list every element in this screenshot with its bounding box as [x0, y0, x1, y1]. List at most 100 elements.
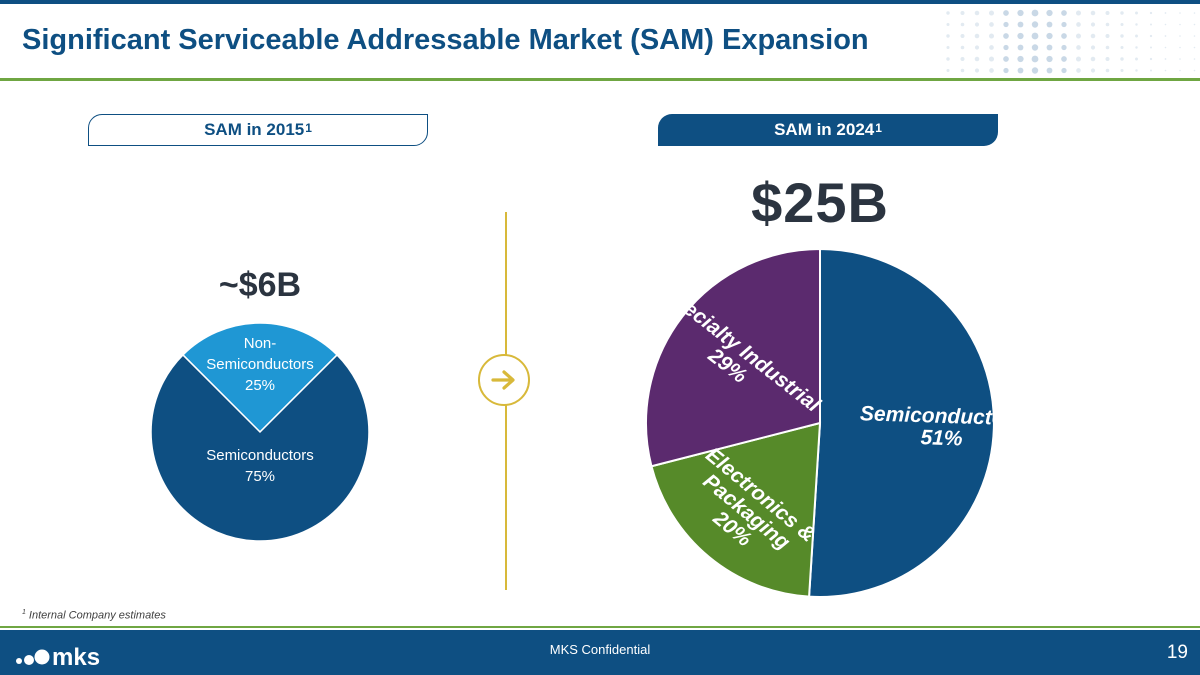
top-accent-bar [0, 0, 1200, 4]
decorative-dot [1076, 68, 1081, 73]
decorative-dot [1046, 67, 1053, 74]
decorative-dot [1105, 57, 1110, 61]
decorative-dot [1179, 23, 1181, 26]
decorative-dot [1105, 68, 1110, 73]
decorative-dot-pattern [946, 9, 1196, 74]
decorative-dot [960, 68, 965, 73]
decorative-dot [974, 33, 980, 39]
sam-2024-title: SAM in 2024 [774, 120, 875, 139]
decorative-dot [974, 68, 980, 73]
decorative-dot [1031, 32, 1039, 40]
decorative-dot [1149, 34, 1153, 38]
sam-2024-header: SAM in 2024 1 [658, 114, 998, 146]
decorative-dot [1017, 44, 1024, 51]
decorative-dot [1120, 11, 1124, 15]
category-label-semiconductors: Semiconductors [206, 447, 314, 464]
decorative-dot [1179, 58, 1181, 60]
decorative-dot [1046, 21, 1053, 28]
page-number: 19 [1166, 642, 1188, 663]
footer-divider [0, 626, 1200, 628]
decorative-dot [1135, 23, 1138, 26]
decorative-dot [1061, 10, 1067, 16]
footer-bar [0, 630, 1200, 675]
decorative-dot [1193, 12, 1196, 14]
decorative-dot [974, 45, 980, 50]
sam-2015-footnote-ref: 1 [305, 121, 312, 135]
decorative-dot [1061, 21, 1067, 28]
decorative-dot [1003, 33, 1009, 39]
decorative-dot [1193, 46, 1196, 49]
decorative-dot [946, 45, 950, 50]
decorative-dot [1046, 9, 1053, 17]
decorative-dot [1135, 57, 1138, 61]
decorative-dot [1003, 56, 1009, 62]
decorative-dot [1061, 44, 1067, 51]
decorative-dot [989, 45, 994, 50]
decorative-dot [1090, 56, 1096, 62]
decorative-dot [1061, 56, 1067, 62]
sam-2015-total: ~$6B [218, 266, 302, 304]
decorative-dot [1135, 11, 1138, 15]
decorative-dot [1135, 34, 1138, 38]
decorative-dot [1090, 45, 1096, 50]
decorative-dot [1090, 22, 1096, 27]
decorative-dot [946, 22, 950, 27]
decorative-dot [1003, 21, 1009, 28]
slide-title: Significant Serviceable Addressable Mark… [22, 24, 869, 56]
sam-2024-total: $25B [751, 171, 889, 234]
mks-logo: mks [16, 644, 100, 670]
category-label-semiconductors: Semiconductors [860, 402, 1000, 430]
value-label-semiconductors: 51% [920, 426, 963, 450]
decorative-dot [1003, 10, 1009, 16]
decorative-dot [1105, 11, 1110, 15]
sam-2024-footnote-ref: 1 [875, 121, 882, 135]
footnote-marker: 1 [22, 609, 26, 616]
sam-2015-pie-chart: Non- Semiconductors 25% Semiconductors 75% [150, 322, 370, 542]
confidential-label: MKS Confidential [549, 642, 651, 657]
decorative-dot [1164, 12, 1167, 14]
decorative-dot [1046, 44, 1053, 51]
decorative-dot [1031, 21, 1039, 28]
decorative-dot [960, 45, 965, 50]
decorative-dot [946, 57, 950, 61]
arrow-right-glyph [491, 370, 515, 390]
decorative-dot [1031, 9, 1039, 17]
footnote: 1 Internal Company estimates [22, 609, 166, 622]
decorative-dot [989, 68, 994, 73]
decorative-dot [1193, 23, 1196, 26]
decorative-dot [1164, 35, 1167, 37]
decorative-dot [1061, 33, 1067, 39]
decorative-dot [1120, 34, 1124, 38]
decorative-dot [1193, 58, 1196, 60]
decorative-dot [1179, 46, 1181, 49]
category-label-non-semiconductors: Semiconductors [206, 356, 314, 373]
decorative-dot [1017, 55, 1024, 63]
slice-specialty-industrial [645, 247, 821, 468]
decorative-dot [974, 56, 980, 62]
decorative-dot [1164, 69, 1167, 72]
decorative-dot [1075, 56, 1082, 62]
decorative-dot [1120, 45, 1124, 50]
decorative-dot [1061, 67, 1067, 74]
slice-semiconductors [150, 353, 370, 542]
decorative-dot [1017, 9, 1024, 17]
decorative-dot [974, 10, 980, 16]
decorative-dot [960, 11, 965, 15]
sam-2015-title: SAM in 2015 [204, 120, 305, 139]
decorative-dot [960, 34, 965, 38]
decorative-dot [1003, 44, 1009, 51]
decorative-dot [1076, 22, 1081, 27]
decorative-dot [1090, 33, 1096, 39]
decorative-dot [1031, 55, 1039, 63]
decorative-dot [974, 22, 980, 27]
decorative-dot [1150, 46, 1152, 49]
decorative-dot [1135, 69, 1138, 72]
decorative-dot [988, 56, 995, 62]
decorative-dot [1150, 69, 1152, 72]
decorative-dot [1149, 11, 1153, 15]
decorative-dot [1150, 23, 1152, 26]
decorative-dot [1105, 34, 1110, 38]
value-label-semiconductors: 75% [245, 468, 275, 485]
